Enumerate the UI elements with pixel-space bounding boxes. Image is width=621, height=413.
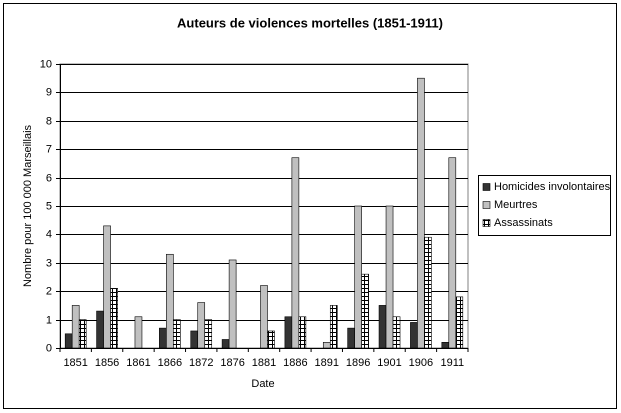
bar	[455, 296, 464, 349]
x-tick-label: 1872	[189, 357, 213, 369]
legend-swatch	[482, 183, 491, 191]
y-tick-label: 6	[46, 172, 52, 184]
bar	[392, 316, 401, 349]
y-tick-label: 2	[46, 285, 52, 297]
y-tick-label: 4	[46, 228, 52, 240]
y-tick-label: 1	[46, 314, 52, 326]
bar	[448, 157, 457, 349]
bar	[166, 253, 174, 349]
bar	[441, 342, 450, 349]
bar	[424, 236, 432, 349]
bar	[410, 322, 418, 349]
bar	[260, 285, 268, 349]
y-tick-label: 8	[46, 115, 52, 127]
bar	[298, 316, 307, 349]
bar	[78, 319, 87, 349]
bar	[64, 333, 73, 349]
chart-title: Auteurs de violences mortelles (1851-191…	[177, 15, 443, 30]
legend-label: Assassinats	[494, 217, 553, 229]
bar	[284, 316, 293, 349]
bar	[347, 327, 355, 349]
bar	[173, 319, 181, 349]
x-tick-label: 1896	[346, 357, 370, 369]
legend-swatch	[482, 219, 491, 227]
y-tick-label: 10	[40, 58, 52, 70]
x-tick-label: 1906	[409, 357, 433, 369]
x-tick-label: 1911	[440, 357, 464, 369]
bar	[267, 330, 275, 349]
x-tick-label: 1851	[63, 357, 87, 369]
bar	[329, 305, 338, 349]
bar	[159, 327, 167, 349]
bar	[103, 225, 111, 349]
bar	[134, 316, 143, 349]
y-axis-label: Nombre pour 100 000 Marseillais	[22, 124, 34, 287]
bar	[71, 305, 80, 349]
bar	[204, 319, 213, 349]
bar	[354, 205, 362, 349]
bar	[378, 305, 387, 349]
bar	[385, 205, 394, 349]
x-tick-label: 1861	[126, 357, 150, 369]
x-tick-label: 1881	[252, 357, 276, 369]
legend-label: Homicides involontaires	[494, 181, 611, 193]
legend-swatch	[482, 201, 491, 209]
bar	[190, 330, 199, 349]
y-tick-label: 3	[46, 257, 52, 269]
bar	[96, 310, 104, 349]
x-tick-label: 1886	[283, 357, 307, 369]
bar	[322, 342, 331, 349]
bar	[417, 77, 425, 349]
x-axis-label: Date	[251, 378, 274, 390]
y-tick-label: 7	[46, 143, 52, 155]
bar	[361, 273, 369, 349]
y-tick-label: 5	[46, 200, 52, 212]
x-tick-label: 1866	[158, 357, 182, 369]
bar	[110, 288, 118, 349]
x-tick-label: 1856	[95, 357, 119, 369]
y-tick-label: 0	[46, 342, 52, 354]
bar	[221, 339, 230, 349]
bar	[291, 157, 300, 349]
bar	[197, 302, 206, 349]
x-tick-label: 1901	[377, 357, 401, 369]
y-tick-label: 9	[46, 86, 52, 98]
x-tick-label: 1876	[220, 357, 244, 369]
legend-box	[478, 175, 611, 236]
bar	[228, 259, 237, 349]
legend-label: Meurtres	[494, 199, 538, 211]
x-tick-label: 1891	[315, 357, 339, 369]
